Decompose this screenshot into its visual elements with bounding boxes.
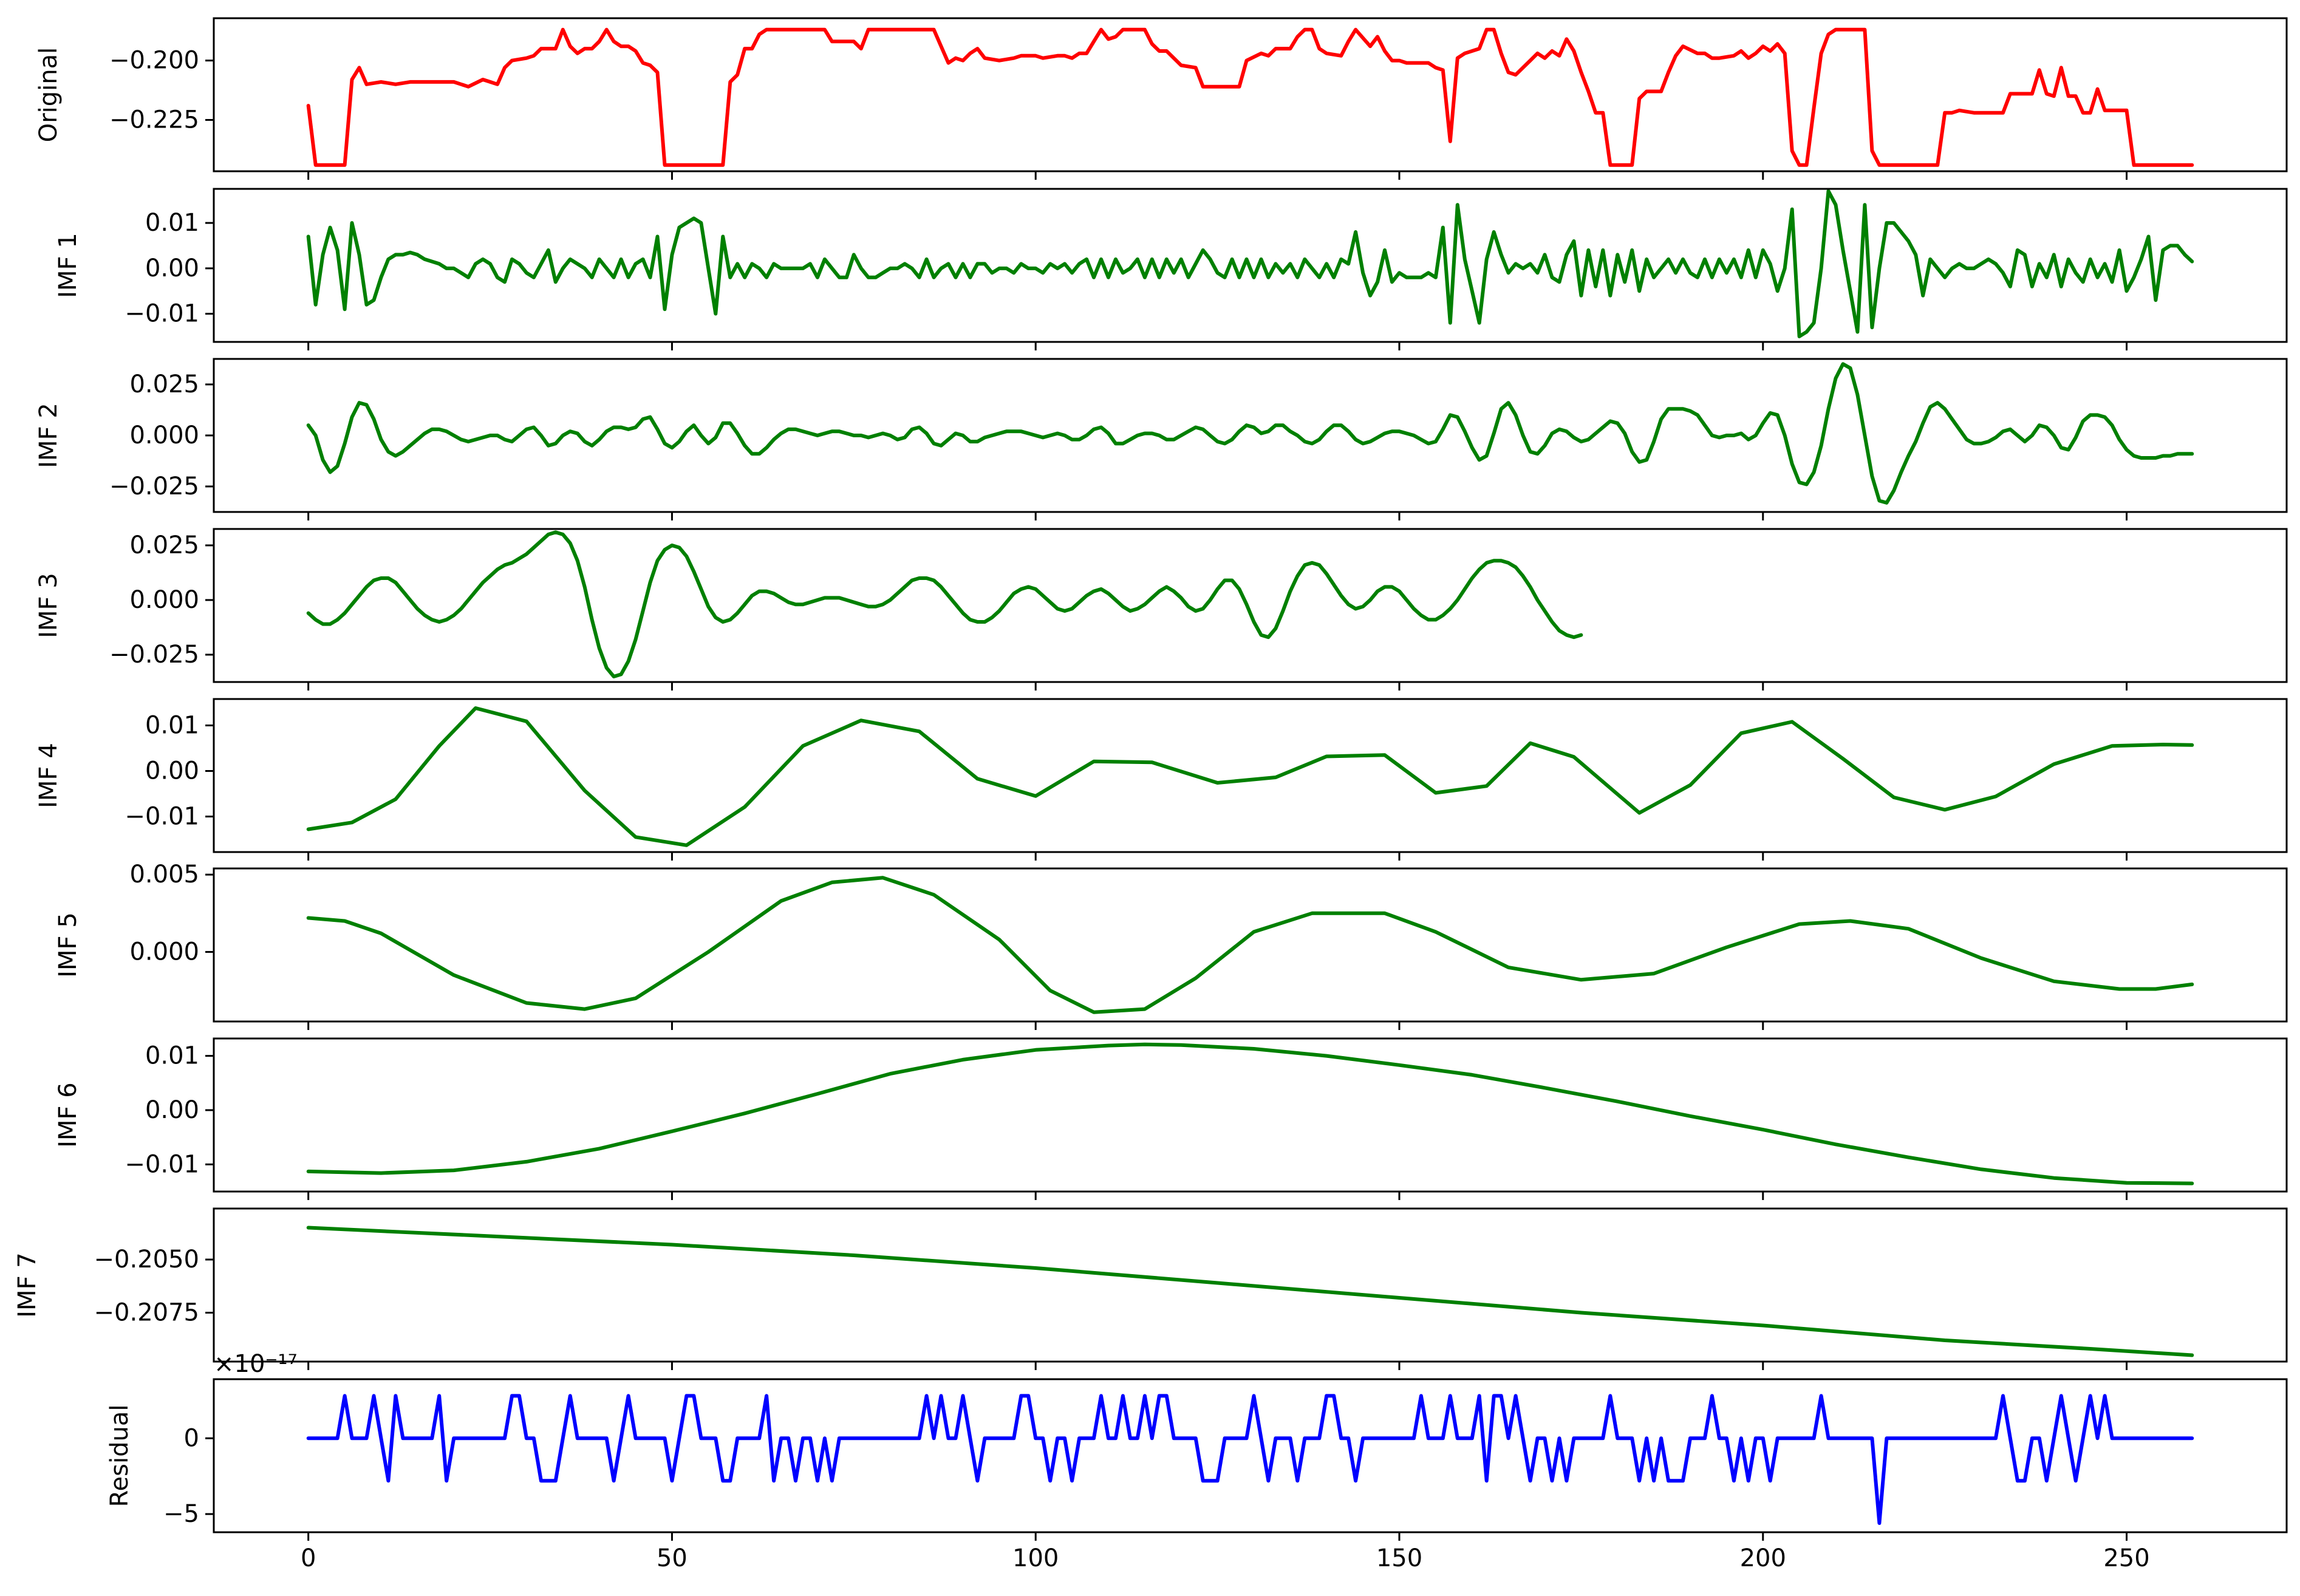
series-line-imf-4 [306, 706, 2194, 847]
panel-imf-3: 0.025 0.000 −0.025 IMF 3 [35, 528, 2288, 691]
axes-frame-imf-5 [213, 867, 2288, 1023]
series-line-imf-5 [306, 876, 2194, 1014]
panel-imf-4: 0.01 0.00 −0.01 IMF 4 [35, 698, 2288, 861]
y-tick-label: 0.01 [145, 712, 199, 740]
y-tick-label: 0.000 [129, 421, 199, 449]
axes-frame-imf-3 [213, 528, 2288, 683]
y-tick-label: −0.01 [125, 803, 199, 831]
y-tick-label: 0.000 [129, 938, 199, 966]
axes-frame-imf-4 [213, 698, 2288, 853]
y-tick-label: −0.025 [109, 472, 199, 500]
panel-imf-7: −0.2050 −0.2075 IMF 7 [13, 1207, 2288, 1370]
y-tick-label: −0.200 [109, 47, 199, 75]
y-tick-label: 0.005 [129, 861, 199, 888]
y-tick-label: 0 [184, 1424, 199, 1452]
y-tick-label: 0.025 [129, 370, 199, 398]
y-axis-label-imf-3: IMF 3 [35, 573, 63, 638]
y-axis-label-imf-7: IMF 7 [13, 1252, 41, 1317]
axes-frame-residual [213, 1378, 2288, 1533]
y-tick-label: 0.01 [145, 1042, 199, 1070]
panel-imf-1: 0.01 0.00 −0.01 IMF 1 [54, 188, 2288, 350]
panel-imf-2: 0.025 0.000 −0.025 IMF 2 [35, 358, 2288, 520]
y-tick-label: 0.00 [145, 757, 199, 785]
y-tick-label: −0.2075 [94, 1299, 199, 1327]
series-line-original [306, 27, 2194, 167]
y-tick-label: 0.000 [129, 586, 199, 614]
axes-frame-original [213, 17, 2288, 172]
x-tick-label: 100 [1012, 1544, 1059, 1572]
series-line-imf-6 [306, 1042, 2194, 1185]
panel-residual: 0 −5 Residual ×10⁻¹⁷ 0 50 100 150 200 250 [106, 1350, 2288, 1572]
y-tick-label: 0.025 [129, 531, 199, 559]
panel-original: −0.200 −0.225 Original [35, 17, 2288, 180]
series-line-residual [306, 1394, 2194, 1525]
series-line-imf-7 [306, 1226, 2194, 1357]
y-axis-label-imf-2: IMF 2 [35, 403, 63, 468]
offset-text: ×10⁻¹⁷ [214, 1350, 298, 1378]
y-axis-label-imf-1: IMF 1 [54, 233, 82, 298]
series-line-imf-2 [306, 362, 2194, 505]
y-tick-label: −0.01 [125, 300, 199, 328]
x-tick-label: 0 [301, 1544, 316, 1572]
y-tick-label: −0.225 [109, 106, 199, 134]
y-axis-label-original: Original [35, 47, 63, 143]
series-line-imf-1 [306, 189, 2194, 338]
y-tick-label: −0.025 [109, 641, 199, 669]
axes-frame-imf-7 [213, 1207, 2288, 1363]
series-line-imf-3 [306, 530, 1583, 678]
panel-imf-5: 0.005 0.000 IMF 5 [54, 861, 2288, 1030]
y-axis-label-imf-4: IMF 4 [35, 743, 63, 808]
x-tick-label: 200 [1740, 1544, 1786, 1572]
axes-frame-imf-2 [213, 358, 2288, 513]
x-tick-label: 250 [2103, 1544, 2149, 1572]
x-tick-label: 50 [657, 1544, 688, 1572]
y-tick-label: −0.01 [125, 1150, 199, 1178]
y-axis-label-imf-5: IMF 5 [54, 912, 82, 977]
y-tick-label: 0.01 [145, 209, 199, 237]
x-tick-label: 150 [1376, 1544, 1422, 1572]
panel-imf-6: 0.01 0.00 −0.01 IMF 6 [54, 1037, 2288, 1200]
y-tick-label: −0.2050 [94, 1246, 199, 1274]
y-axis-label-imf-6: IMF 6 [54, 1082, 82, 1147]
y-tick-label: 0.00 [145, 1096, 199, 1124]
y-tick-label: 0.00 [145, 254, 199, 282]
axes-frame-imf-6 [213, 1037, 2288, 1193]
y-axis-label-residual: Residual [106, 1405, 134, 1507]
y-tick-label: −5 [163, 1500, 199, 1528]
axes-frame-imf-1 [213, 188, 2288, 343]
